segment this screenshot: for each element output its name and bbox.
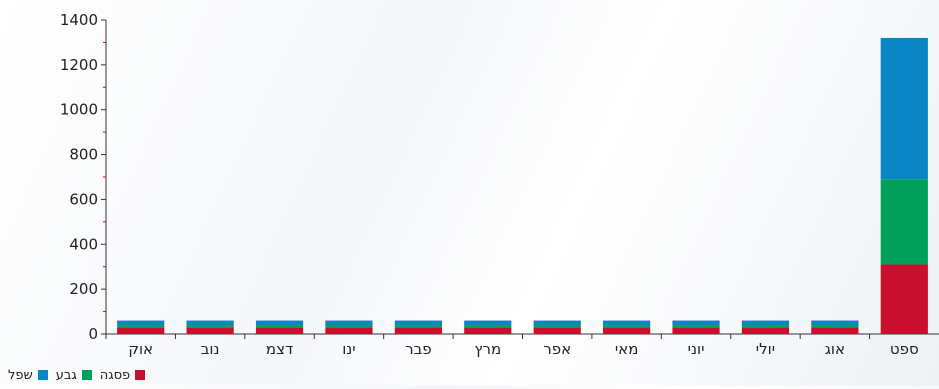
bar-segment: [464, 320, 512, 326]
bar-segment: [255, 325, 304, 328]
bar-segment: [811, 325, 859, 328]
legend: פסגה גבע שפל: [8, 366, 146, 384]
bar-segment: [325, 325, 373, 328]
bar-segment: [186, 325, 234, 328]
x-tick-label: אוג: [825, 340, 845, 358]
y-tick-label: 1200: [60, 56, 98, 74]
y-tick-label: 1400: [60, 11, 98, 29]
x-tick-label: ינו: [342, 340, 355, 358]
bar-segment: [811, 327, 859, 334]
legend-item-peak: פסגה: [99, 367, 146, 383]
bar-segment: [603, 320, 651, 326]
x-tick-label: אוק: [128, 340, 153, 358]
bar-segment: [117, 327, 165, 334]
bar-segment: [533, 320, 581, 326]
bar-segment: [880, 179, 928, 265]
y-tick-label: 200: [69, 280, 98, 298]
bar-segment: [741, 327, 790, 334]
y-tick-label: 0: [88, 325, 98, 343]
y-tick-label: 800: [69, 146, 98, 164]
bar-segment: [186, 320, 234, 326]
bar-segment: [533, 325, 581, 328]
bar-segment: [394, 325, 442, 328]
bar-segment: [255, 320, 304, 326]
bar-segment: [186, 327, 234, 334]
bar-segment: [117, 325, 165, 328]
y-tick-label: 400: [69, 235, 98, 253]
bar-segment: [603, 325, 651, 328]
x-tick-label: יולי: [756, 340, 775, 358]
bar-segment: [672, 325, 720, 328]
legend-item-shoulder: גבע: [56, 368, 92, 383]
legend-label-peak: פסגה: [99, 367, 131, 383]
bar-segment: [533, 327, 581, 334]
legend-label-offpeak: שפל: [8, 367, 33, 383]
x-tick-label: מאי: [615, 340, 639, 358]
legend-swatch-shoulder: [81, 370, 92, 380]
legend-swatch-offpeak: [37, 370, 48, 380]
y-tick-label: 1000: [60, 101, 98, 119]
x-tick-label: פבר: [405, 340, 432, 358]
bar-segment: [464, 325, 512, 328]
bar-segment: [741, 325, 790, 328]
bar-segment: [672, 320, 720, 326]
x-tick-label: אפר: [543, 340, 571, 358]
bar-segment: [741, 320, 790, 326]
y-tick-label: 600: [69, 190, 98, 208]
bar-segment: [603, 327, 651, 334]
bar-segment: [325, 327, 373, 334]
bar-segment: [880, 37, 928, 180]
x-tick-label: יוני: [688, 340, 705, 358]
bar-segment: [117, 320, 165, 326]
bar-segment: [394, 320, 442, 326]
bar-segment: [394, 327, 442, 334]
x-tick-label: דצמ: [266, 340, 293, 358]
legend-item-offpeak: שפל: [8, 368, 48, 383]
x-tick-label: נוב: [201, 340, 220, 358]
bar-segment: [880, 264, 928, 334]
legend-label-shoulder: גבע: [55, 367, 77, 383]
bar-segment: [325, 320, 373, 326]
bar-segment: [464, 327, 512, 334]
bar-segment: [255, 327, 304, 334]
x-tick-label: מרץ: [474, 340, 501, 358]
legend-swatch-peak: [135, 370, 146, 380]
bar-segment: [811, 320, 859, 326]
bar-segment: [672, 327, 720, 334]
x-tick-label: ספט: [890, 340, 919, 358]
